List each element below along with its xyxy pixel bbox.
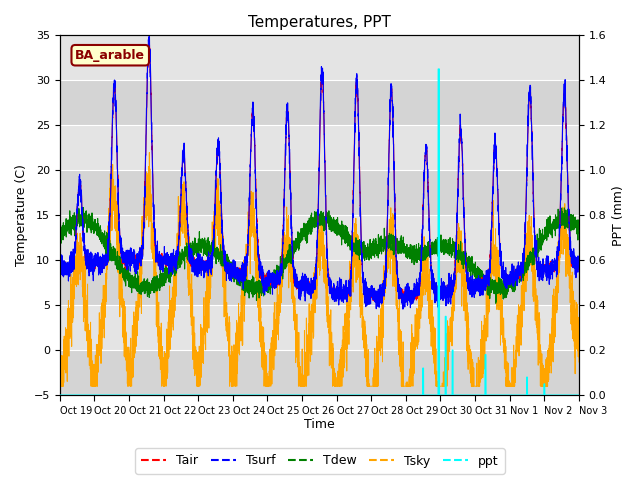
Tair (56, 270, 63, 276)
Legend: Tair, Tsurf, Tdew, Tsky, ppt: Tair, Tsurf, Tdew, Tsky, ppt (135, 448, 505, 474)
ppt (436, 392, 444, 398)
ppt (575, 392, 582, 398)
Tsurf (399, 306, 407, 312)
Tdew (492, 300, 500, 306)
Tair (149, 185, 157, 191)
Tdew (436, 250, 444, 256)
Y-axis label: PPT (mm): PPT (mm) (612, 185, 625, 246)
Bar (60, 36, 579, 80)
Line: Tsky: Tsky (60, 153, 579, 386)
Tdew (300, 229, 308, 235)
Tsky (145, 150, 153, 156)
Line: ppt: ppt (60, 69, 579, 395)
Tsky (575, 359, 583, 365)
Tsky (436, 384, 444, 389)
Line: Tair: Tair (60, 42, 579, 303)
Tair (575, 264, 582, 270)
Title: Temperatures, PPT: Temperatures, PPT (248, 15, 391, 30)
Tsky (465, 360, 473, 366)
Tsurf (465, 281, 473, 287)
Line: Tdew: Tdew (60, 208, 579, 303)
Tdew (407, 252, 415, 258)
Tsky (56, 384, 63, 389)
Tsurf (300, 274, 308, 279)
Bar (60, 80, 579, 125)
Tair (465, 280, 473, 286)
Tdew (79, 205, 87, 211)
Tdew (575, 219, 583, 225)
Tdew (56, 232, 63, 238)
Bar (60, 170, 579, 215)
ppt (300, 392, 307, 398)
Tsky (149, 220, 157, 226)
Bar (60, 215, 579, 260)
Tsurf (436, 288, 444, 294)
Tsurf (575, 256, 582, 262)
Tair (407, 295, 415, 300)
Tsky (575, 333, 582, 339)
Bar (60, 125, 579, 170)
Tsky (300, 384, 308, 389)
Text: BA_arable: BA_arable (76, 49, 145, 62)
ppt (56, 392, 63, 398)
Tsurf (145, 33, 153, 39)
ppt (575, 392, 583, 398)
Tsurf (56, 276, 63, 281)
X-axis label: Time: Time (304, 419, 335, 432)
Tsky (56, 379, 63, 384)
ppt (435, 66, 442, 72)
Line: Tsurf: Tsurf (60, 36, 579, 309)
Tsurf (407, 294, 415, 300)
Bar (60, 350, 579, 395)
Tair (575, 262, 583, 267)
Tsurf (149, 192, 157, 198)
Tsurf (575, 258, 583, 264)
Tdew (149, 283, 157, 289)
ppt (465, 392, 473, 398)
ppt (407, 392, 415, 398)
Tair (145, 39, 153, 45)
Y-axis label: Temperature (C): Temperature (C) (15, 164, 28, 266)
Bar (60, 305, 579, 350)
Tdew (465, 253, 473, 259)
Tair (300, 283, 308, 289)
Tair (436, 290, 444, 296)
Tdew (575, 230, 582, 236)
Tsky (407, 340, 415, 346)
Tair (378, 300, 385, 306)
Bar (60, 260, 579, 305)
ppt (149, 392, 157, 398)
